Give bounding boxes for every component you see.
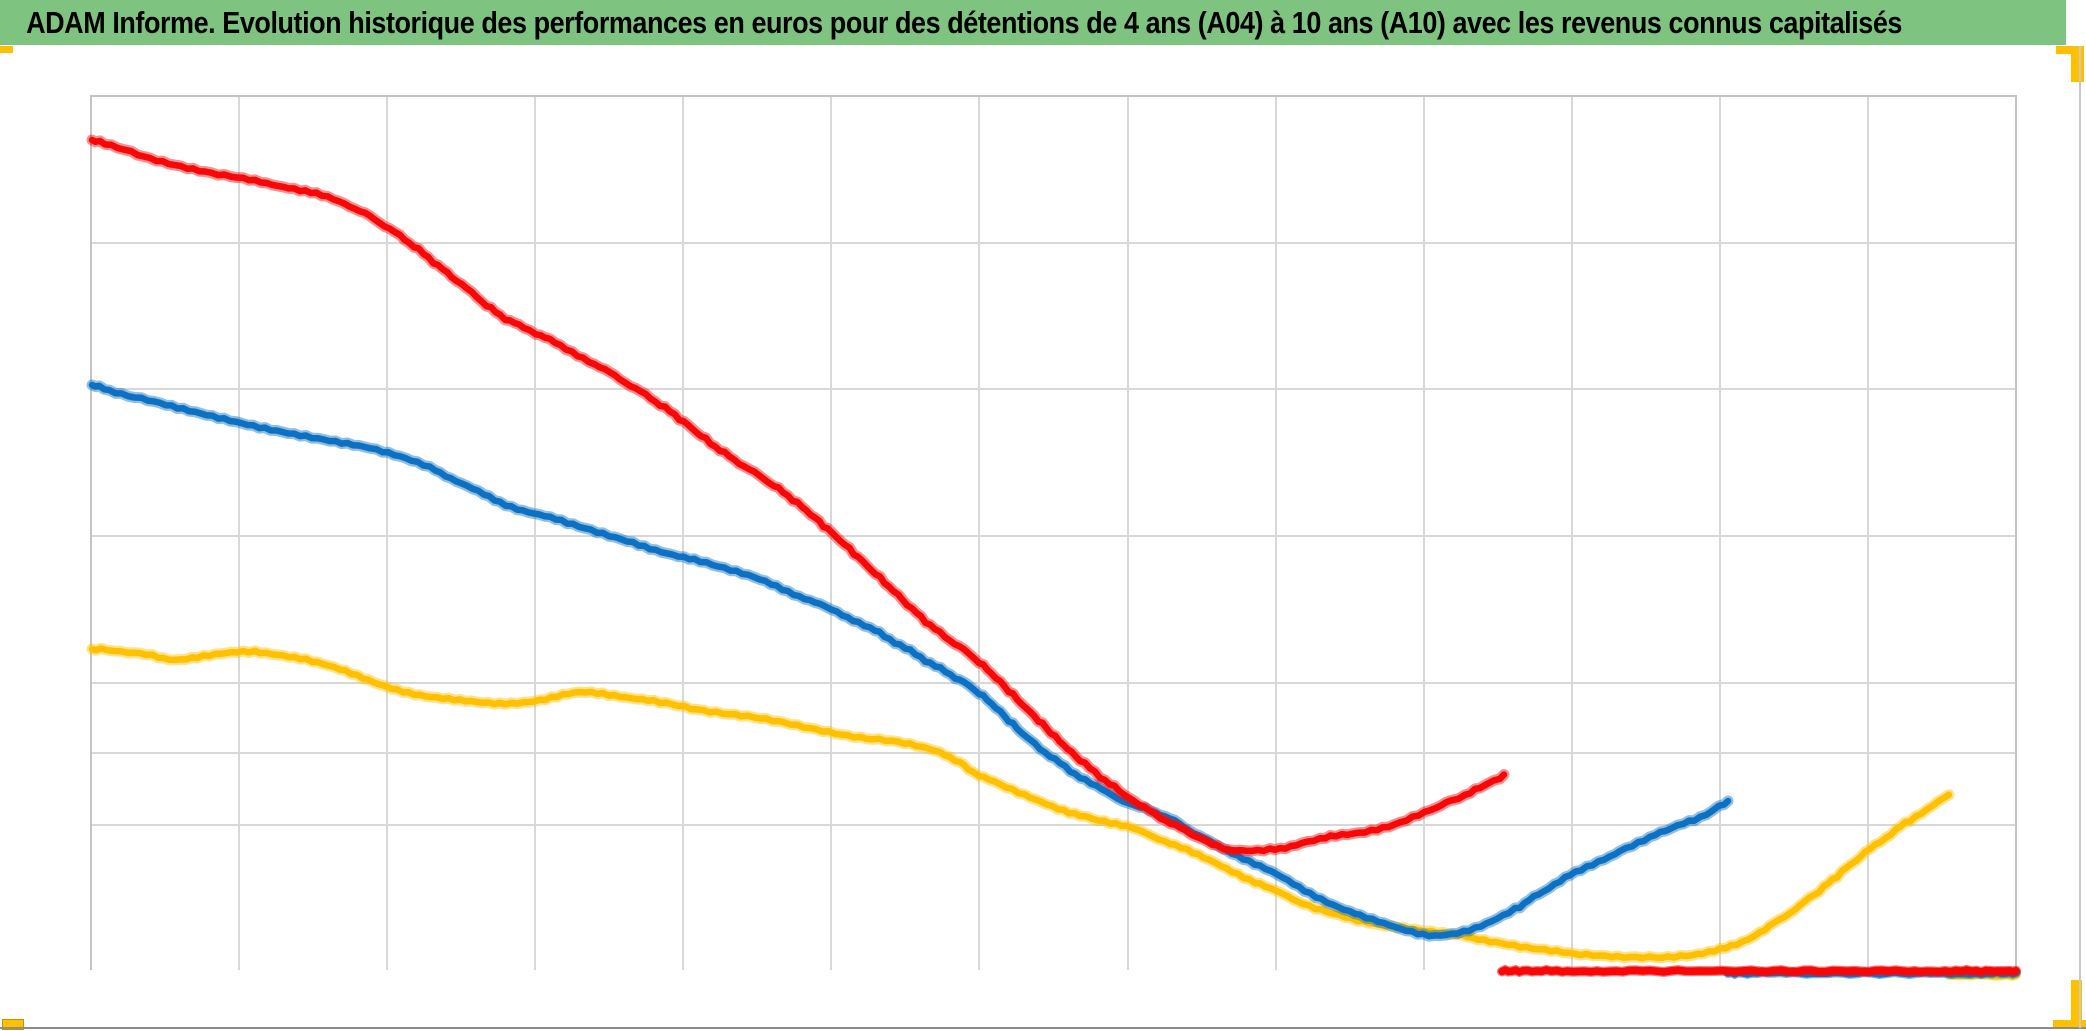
series-red-line xyxy=(86,134,1510,857)
accent-mark-top-right-horizontal xyxy=(2056,46,2084,54)
series-blue-line xyxy=(86,379,1734,942)
accent-mark-bottom-right-horizontal xyxy=(2053,1020,2086,1029)
title-bar: ADAM Informe. Evolution historique des p… xyxy=(0,0,2066,45)
accent-mark-bottom-left xyxy=(2,1019,24,1030)
accent-mark-bottom-right-vertical xyxy=(2071,980,2082,1028)
page-bottom-border-line xyxy=(0,1027,2086,1029)
page-title: ADAM Informe. Evolution historique des p… xyxy=(26,4,1902,40)
plot-border xyxy=(90,95,2017,970)
accent-mark-top-left xyxy=(0,46,13,53)
series-yellow-line xyxy=(86,642,1955,964)
page-right-border-line xyxy=(2079,46,2081,1028)
gridlines xyxy=(91,96,2016,970)
series-red-flat-tail xyxy=(1497,964,2021,978)
